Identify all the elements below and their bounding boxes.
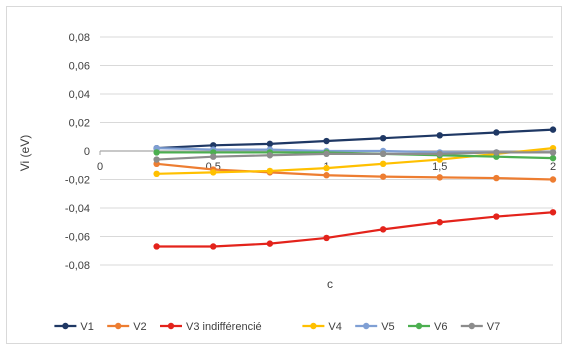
x-tick-label: 1,5 — [432, 161, 447, 173]
y-tick-label: 0 — [84, 146, 90, 158]
series-line — [156, 211, 554, 248]
series-v1 — [153, 126, 557, 152]
series-v3 — [153, 209, 557, 250]
legend-swatch-marker — [310, 322, 317, 330]
data-point — [323, 150, 330, 158]
data-point — [379, 226, 387, 233]
data-point — [493, 213, 500, 220]
legend-label: V6 — [434, 321, 447, 333]
data-point — [153, 170, 160, 177]
legend-label: V5 — [381, 321, 394, 333]
data-point — [323, 172, 330, 179]
data-point — [549, 209, 557, 216]
data-point — [266, 240, 274, 247]
data-point — [153, 243, 160, 250]
legend-label: V3 indifférencié — [186, 321, 262, 333]
y-tick-label: -0,08 — [65, 260, 90, 272]
chart-frame: 0,08 0,06 0,04 0,02 0 -0,02 -0,04 -0,06 -0,08 00… — [6, 6, 562, 344]
data-point — [323, 137, 330, 145]
y-tick-label: -0,04 — [65, 203, 90, 215]
x-tick-label: 2 — [550, 161, 556, 173]
y-tick-label: 0,02 — [69, 118, 90, 130]
legend-label: V1 — [80, 321, 93, 333]
data-point — [379, 150, 387, 158]
data-point — [436, 219, 443, 226]
data-point — [549, 149, 557, 156]
series-line — [156, 128, 554, 150]
data-point — [436, 174, 443, 181]
series-line — [156, 162, 554, 181]
y-tick-labels: 0,08 0,06 0,04 0,02 0 -0,02 -0,04 -0,06 -0,08 — [65, 32, 90, 272]
legend-swatch-marker — [167, 322, 175, 330]
data-point — [379, 160, 387, 168]
line-chart: 0,08 0,06 0,04 0,02 0 -0,02 -0,04 -0,06 -0,08 00… — [18, 32, 557, 333]
data-point — [323, 164, 330, 172]
data-point — [210, 243, 217, 250]
series-lines — [153, 126, 557, 250]
y-axis-label: Vi (eV) — [18, 135, 32, 171]
data-point — [153, 156, 160, 163]
data-point — [493, 174, 500, 182]
y-tick-label: -0,02 — [65, 175, 90, 187]
data-point — [436, 150, 443, 158]
legend-item: V3 indifférencié — [160, 321, 262, 333]
x-axis-label: c — [327, 277, 333, 291]
data-point — [266, 152, 274, 159]
y-tick-label: 0,08 — [69, 32, 90, 44]
y-tick-label: 0,04 — [69, 89, 90, 101]
data-point — [493, 149, 500, 156]
data-point — [266, 167, 274, 175]
legend-swatch-marker — [415, 322, 423, 330]
data-point — [266, 140, 274, 148]
data-point — [153, 149, 160, 156]
x-tick-label: 0 — [97, 161, 103, 173]
series-line — [156, 147, 554, 175]
legend-item: V2 — [107, 321, 147, 333]
legend-label: V4 — [328, 321, 341, 333]
data-point — [379, 134, 387, 142]
y-tick-label: 0,06 — [69, 61, 90, 73]
data-point — [549, 126, 557, 133]
legend-item: V5 — [355, 321, 395, 333]
data-point — [210, 153, 217, 160]
series-v7 — [153, 149, 557, 163]
data-point — [493, 129, 500, 136]
legend-item: V4 — [302, 321, 342, 333]
y-tick-label: -0,06 — [65, 232, 90, 244]
data-point — [436, 132, 443, 139]
data-point — [323, 234, 330, 242]
series-line — [156, 151, 553, 161]
legend-swatch-marker — [62, 322, 69, 330]
legend-swatch-marker — [115, 322, 122, 330]
data-point — [549, 154, 557, 162]
legend-item: V6 — [408, 321, 447, 333]
legend-label: V2 — [133, 321, 146, 333]
legend-swatch-marker — [468, 322, 475, 330]
legend-swatch-marker — [363, 322, 370, 330]
legend-label: V7 — [487, 321, 500, 333]
legend: V1 V2 V3 indifférencié V4 V5 V6 V7 — [54, 321, 500, 333]
legend-item: V1 — [54, 321, 94, 333]
data-point — [549, 176, 557, 183]
legend-item: V7 — [460, 321, 500, 333]
data-point — [379, 173, 387, 180]
data-point — [210, 169, 217, 176]
